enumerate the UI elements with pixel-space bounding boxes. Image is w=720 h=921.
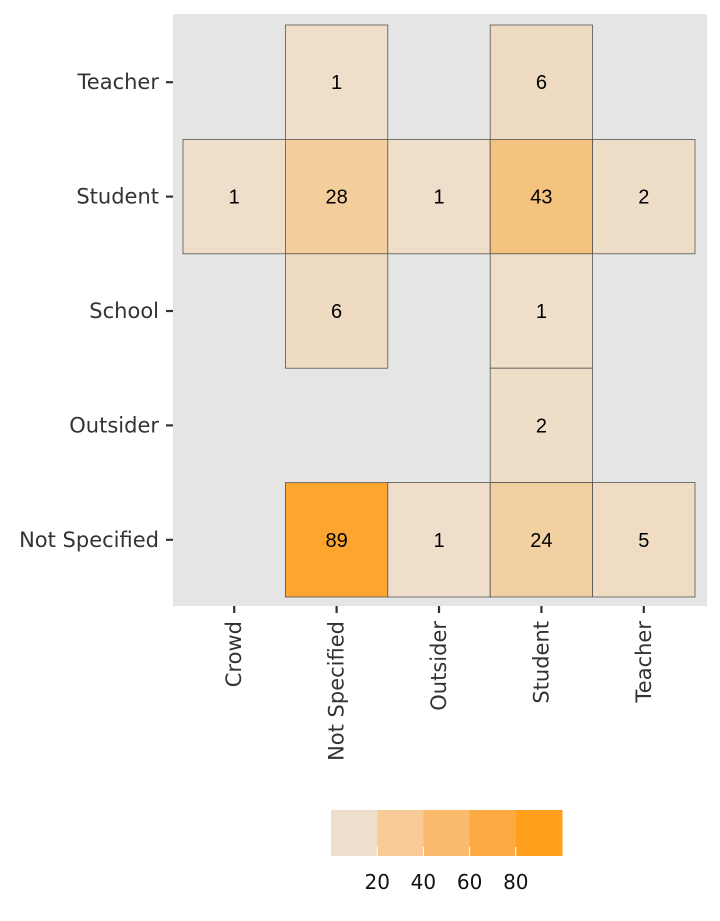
cells-layer [182,24,696,598]
cell-value-label: 2 [638,187,649,209]
heatmap-cell [489,482,594,598]
cell-labels-layer: 1 6 1 28 1 43 2 6 1 2 89 1 24 5 [229,72,650,552]
legend-swatch [515,810,563,856]
cell-value-label: 1 [433,187,444,209]
heatmap-cell [284,253,389,369]
cell-value-label: 6 [536,72,547,94]
cell-value-label: 1 [536,301,547,323]
x-axis: Crowd Not Specified Outsider Student Teacher [222,606,656,761]
y-tick-label: Student [76,185,159,209]
x-tick-label: Not Specified [325,621,349,761]
x-tick-label: Crowd [222,621,246,687]
cell-value-label: 28 [325,187,347,209]
heatmap-cell [489,24,594,140]
cell-value-label: 5 [638,530,649,552]
cell-value-label: 24 [530,530,552,552]
legend-swatch [331,810,378,856]
y-tick-label: School [89,299,159,323]
legend-swatch [377,810,424,856]
cell-value-label: 1 [229,187,240,209]
heatmap-cell [284,482,389,598]
heatmap-cell [182,138,286,255]
cell-value-label: 1 [331,72,342,94]
y-tick-label: Teacher [77,70,160,94]
heatmap-cell [489,253,594,369]
x-tick-label: Outsider [427,621,451,711]
x-tick-label: Teacher [632,621,656,704]
cell-value-label: 6 [331,301,342,323]
legend-label: 40 [411,870,436,894]
cell-value-label: 2 [536,415,547,437]
y-tick-label: Outsider [69,413,159,437]
heatmap-cell [284,138,389,255]
heatmap-cell [387,138,491,255]
heatmap-cell [489,367,594,484]
legend-label: 60 [457,870,482,894]
cell-value-label: 43 [530,187,552,209]
y-axis: Not Specified Outsider School Student Teache… [19,70,173,552]
y-tick-label: Not Specified [19,528,159,552]
legend-label: 20 [364,870,389,894]
color-legend: 20 40 60 80 [331,810,563,894]
heatmap-cell [284,24,389,140]
cell-value-label: 1 [433,530,444,552]
legend-swatch [423,810,471,856]
heatmap-cell [387,482,491,598]
cell-value-label: 89 [325,530,347,552]
legend-swatch [469,810,517,856]
heatmap-cell [592,482,696,598]
legend-label: 80 [503,870,528,894]
x-tick-label: Student [529,621,553,704]
heatmap-cell [592,138,696,255]
